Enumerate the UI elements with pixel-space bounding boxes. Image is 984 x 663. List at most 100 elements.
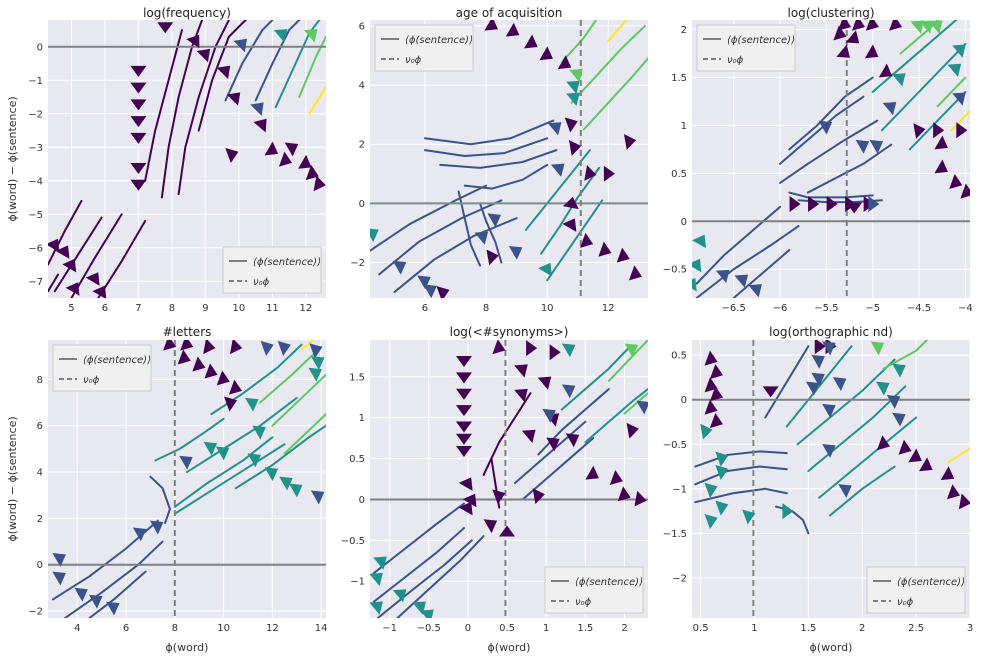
stream-arrow — [264, 467, 279, 482]
y-tick-label: 0 — [681, 217, 687, 228]
stream-arrow — [417, 275, 431, 290]
stream-arrow — [547, 122, 562, 136]
stream-arrow — [913, 123, 926, 139]
stream-line — [807, 385, 907, 472]
stream-arrow — [715, 464, 729, 481]
legend-nu-label: ν₀ϕ — [253, 277, 270, 288]
y-tick-label: 6 — [359, 21, 365, 32]
stream-arrow — [65, 282, 80, 296]
stream-arrows — [370, 20, 642, 298]
legend-nu-label: ν₀ϕ — [897, 597, 914, 608]
stream-arrow — [130, 179, 147, 191]
x-tick-label: 1 — [751, 623, 757, 634]
stream-arrow — [203, 441, 218, 456]
x-tick-label: 7 — [135, 303, 141, 314]
stream-arrow — [455, 421, 472, 433]
stream-arrow — [483, 519, 498, 534]
stream-arrow — [130, 116, 147, 128]
stream-arrow — [163, 340, 177, 351]
stream-arrow — [891, 73, 906, 87]
stream-arrow — [789, 196, 801, 213]
x-tick-label: 9 — [202, 303, 208, 314]
stream-arrow — [179, 455, 193, 470]
stream-line — [457, 190, 481, 267]
y-tick-label: −0.5 — [341, 536, 365, 547]
stream-arrow — [130, 162, 147, 174]
stream-arrow — [474, 231, 489, 245]
y-tick-label: 2 — [37, 514, 43, 525]
stream-arrow — [566, 80, 580, 95]
stream-arrow — [634, 490, 647, 507]
legend-box — [866, 566, 966, 614]
stream-arrow — [455, 445, 472, 457]
stream-arrow — [180, 340, 194, 351]
stream-arrow — [487, 213, 501, 228]
stream-line — [490, 392, 532, 460]
y-tick-label: 4 — [359, 81, 365, 92]
stream-arrow — [822, 403, 836, 418]
stream-line — [298, 35, 326, 99]
stream-lines — [695, 20, 970, 298]
stream-arrow — [313, 175, 326, 192]
stream-line — [694, 450, 788, 468]
stream-line — [607, 340, 648, 382]
y-tick-label: −1.5 — [663, 529, 687, 540]
stream-line — [144, 29, 183, 182]
stream-arrow — [562, 196, 579, 210]
stream-line — [584, 388, 648, 444]
stream-arrow — [704, 350, 718, 366]
stream-line — [828, 465, 896, 517]
stream-arrow — [934, 135, 948, 150]
stream-line — [48, 273, 60, 293]
stream-arrow — [253, 118, 267, 133]
stream-arrows — [52, 340, 325, 616]
y-tick-label: −6 — [28, 243, 43, 254]
stream-line — [271, 373, 326, 427]
stream-arrow — [580, 232, 594, 248]
stream-arrow — [62, 258, 77, 273]
stream-line — [234, 424, 326, 490]
stream-arrow — [455, 388, 472, 400]
stream-line — [53, 216, 103, 293]
legend: ⟨ϕ(sentence)⟩ ν₀ϕ — [544, 566, 644, 614]
x-tick-label: 0.5 — [693, 623, 709, 634]
tick-labels: −1 −0.5 0 0.5 1 1.5 2 1.5 1 0.5 0 −0.5 −1 — [341, 372, 628, 634]
stream-arrow — [628, 265, 642, 281]
stream-arrows — [692, 20, 970, 298]
stream-arrow — [130, 82, 147, 94]
stream-arrow — [52, 571, 66, 586]
stream-arrow — [838, 20, 852, 31]
stream-arrow — [940, 466, 955, 481]
stream-line — [695, 225, 800, 298]
stream-arrow — [946, 484, 961, 500]
stream-arrow — [762, 386, 779, 398]
stream-arrow — [947, 63, 962, 77]
stream-arrow — [715, 269, 730, 283]
stream-arrow — [568, 140, 582, 156]
y-tick-label: 0 — [359, 199, 365, 210]
x-axis-label: ϕ(word) — [810, 641, 853, 654]
stream-arrow — [192, 356, 206, 372]
y-tick-label: −4 — [28, 176, 43, 187]
stream-line — [396, 535, 485, 618]
x-tick-label: −4.5 — [907, 303, 931, 314]
panel-title: log(frequency) — [143, 6, 231, 20]
stream-line — [570, 24, 646, 104]
stream-arrows — [370, 340, 648, 618]
y-tick-label: −3 — [28, 143, 43, 154]
stream-line — [177, 20, 230, 196]
stream-arrow — [700, 423, 713, 440]
stream-arrow — [704, 513, 718, 530]
stream-arrow — [836, 44, 850, 58]
stream-arrow — [532, 488, 545, 504]
stream-arrow — [279, 476, 293, 491]
x-axis-label: ϕ(word) — [488, 641, 531, 654]
y-tick-label: 1.5 — [671, 73, 687, 84]
stream-arrow — [436, 286, 450, 298]
y-axis-label: ϕ(word) − ϕ(sentence) — [6, 96, 19, 221]
stream-arrow — [522, 429, 536, 443]
stream-arrow — [458, 477, 473, 491]
y-tick-label: 8 — [37, 375, 43, 386]
stream-arrow — [832, 377, 847, 392]
y-tick-label: −2 — [350, 258, 365, 269]
